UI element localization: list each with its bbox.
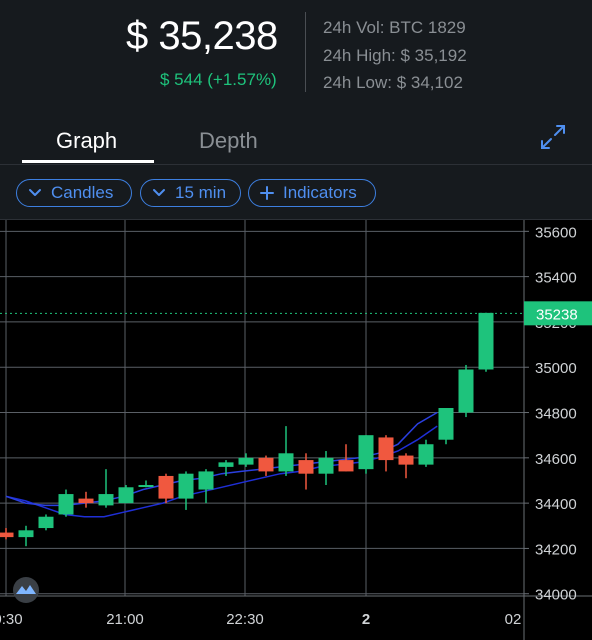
y-tick-label: 35400 xyxy=(535,270,577,287)
candle-body xyxy=(98,494,114,506)
x-tick-label: 0:30 xyxy=(0,611,23,628)
chart-grid xyxy=(0,220,592,640)
y-tick-label: 34600 xyxy=(535,451,577,468)
candle-body xyxy=(218,462,234,467)
stat-high: 24h High: $ 35,192 xyxy=(323,45,467,65)
current-price-tag-label: 35238 xyxy=(536,306,578,323)
x-tick-label: 21:00 xyxy=(106,611,144,628)
y-tick-label: 35000 xyxy=(535,360,577,377)
market-stats: 24h Vol: BTC 1829 24h High: $ 35,192 24h… xyxy=(323,14,467,97)
candle-body xyxy=(278,453,294,472)
candle-body xyxy=(338,460,354,472)
candle-body xyxy=(378,437,394,461)
y-tick-label: 35600 xyxy=(535,224,577,241)
price-axis: 3560035400352003500034800346003440034200… xyxy=(524,224,577,604)
candle-body xyxy=(258,457,274,472)
x-tick-label: 02 xyxy=(505,611,522,628)
candle-body xyxy=(318,457,334,474)
x-tick-label: 22:30 xyxy=(226,611,264,628)
candle-body xyxy=(138,485,154,488)
tab-graph[interactable]: Graph xyxy=(56,128,118,153)
ticker-header: $ 35,238 $ 544 (+1.57%) 24h Vol: BTC 182… xyxy=(0,0,592,110)
current-price-tag-bg xyxy=(524,301,592,326)
candle-body xyxy=(0,532,14,538)
stat-low: 24h Low: $ 34,102 xyxy=(323,73,463,92)
y-tick-label: 34800 xyxy=(535,406,577,423)
candle-body xyxy=(418,444,434,465)
chevron-down-icon xyxy=(153,189,165,196)
chart-tabs: Graph Depth xyxy=(0,118,592,165)
tradingview-logo[interactable] xyxy=(13,577,39,603)
candle-body xyxy=(38,516,54,529)
chevron-down-icon xyxy=(29,189,41,196)
price-change: $ 544 (+1.57%) xyxy=(160,70,277,89)
y-tick-label: 34000 xyxy=(535,587,577,604)
candle-body xyxy=(198,471,214,490)
current-price: $ 35,238 xyxy=(126,14,278,58)
candle-body xyxy=(78,498,94,504)
interval-dropdown[interactable]: 15 min xyxy=(140,179,241,207)
candlesticks xyxy=(0,312,494,547)
candle-body xyxy=(178,473,194,499)
candle-body xyxy=(18,530,34,538)
tab-depth[interactable]: Depth xyxy=(199,128,258,153)
fullscreen-icon[interactable] xyxy=(540,124,566,150)
indicators-button[interactable]: Indicators xyxy=(248,179,376,207)
indicators-label: Indicators xyxy=(283,183,357,202)
interval-label: 15 min xyxy=(175,183,227,202)
candle-body xyxy=(238,457,254,465)
current-price-tag: 35238 xyxy=(0,301,592,326)
chart-controls: Candles 15 min Indicators xyxy=(0,178,592,210)
candle-body xyxy=(398,455,414,465)
candle-body xyxy=(158,475,174,499)
candle-body xyxy=(458,369,474,413)
chart-type-dropdown[interactable]: Candles xyxy=(16,179,132,207)
candle-body xyxy=(438,408,454,440)
price-chart[interactable]: 3560035400352003500034800346003440034200… xyxy=(0,220,592,640)
header-divider xyxy=(305,12,306,92)
y-tick-label: 34400 xyxy=(535,496,577,513)
stat-volume: 24h Vol: BTC 1829 xyxy=(323,18,466,37)
chart-top-border xyxy=(0,219,592,220)
candle-body xyxy=(478,312,494,370)
time-axis: 0:30 21:00 22:30 2 02 xyxy=(0,611,521,628)
candle-body xyxy=(298,460,314,474)
active-tab-indicator xyxy=(22,160,154,163)
plus-icon xyxy=(260,186,274,200)
chart-type-label: Candles xyxy=(51,183,114,202)
y-tick-label: 34200 xyxy=(535,541,577,558)
candle-body xyxy=(358,435,374,470)
candle-body xyxy=(118,487,134,504)
candle-body xyxy=(58,494,74,515)
x-tick-label: 2 xyxy=(362,611,370,628)
